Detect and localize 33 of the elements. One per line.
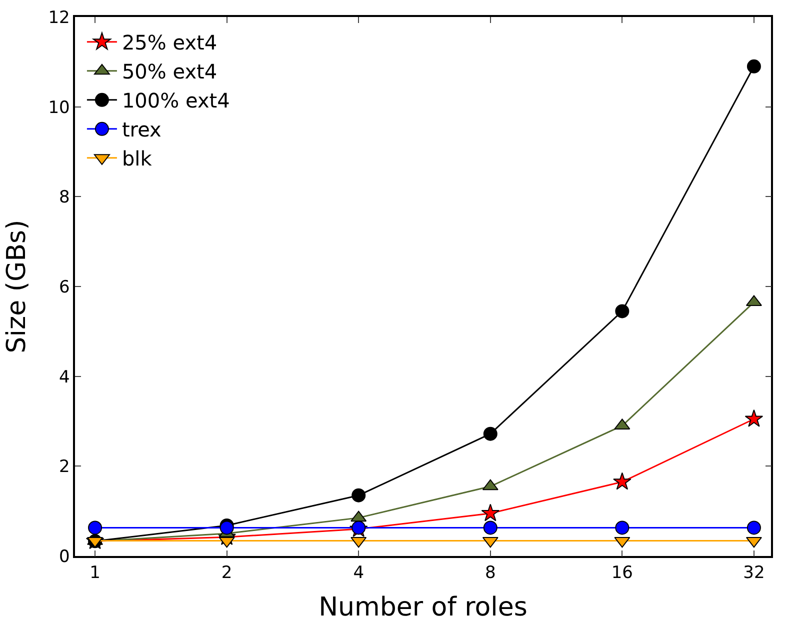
- x-axis-title: Number of roles: [318, 592, 528, 622]
- x-tick-label: 32: [743, 563, 765, 584]
- point: [744, 409, 764, 427]
- point: [88, 520, 102, 535]
- x-tick-label: 16: [611, 563, 633, 584]
- x-tick-label: 1: [90, 563, 100, 584]
- point: [746, 520, 761, 535]
- point: [352, 520, 366, 535]
- point: [746, 59, 761, 74]
- point: [613, 472, 632, 490]
- y-tick-label: 8: [59, 188, 70, 208]
- x-tick-label: 8: [484, 563, 496, 584]
- point: [220, 520, 234, 535]
- y-tick-label: 2: [59, 457, 70, 478]
- point: [481, 504, 500, 522]
- y-axis-title: Size (GBs): [2, 220, 32, 354]
- point: [615, 304, 630, 318]
- point: [483, 520, 498, 535]
- legend-label: blk: [122, 146, 152, 171]
- x-tick-label: 2: [221, 563, 232, 584]
- y-tick-label: 6: [59, 277, 70, 298]
- y-tick-label: 0: [59, 546, 70, 567]
- legend-label: 100% ext4: [122, 88, 230, 113]
- y-tick-label: 10: [48, 98, 70, 118]
- legend-label: trex: [122, 118, 162, 142]
- y-tick-label: 4: [59, 367, 70, 388]
- legend-label: 50% ext4: [122, 60, 218, 84]
- point: [483, 426, 498, 441]
- legend-label: 25% ext4: [122, 30, 218, 55]
- y-tick-label: 12: [48, 8, 70, 28]
- point: [615, 520, 630, 535]
- x-tick-label: 4: [353, 563, 364, 584]
- point: [352, 488, 366, 502]
